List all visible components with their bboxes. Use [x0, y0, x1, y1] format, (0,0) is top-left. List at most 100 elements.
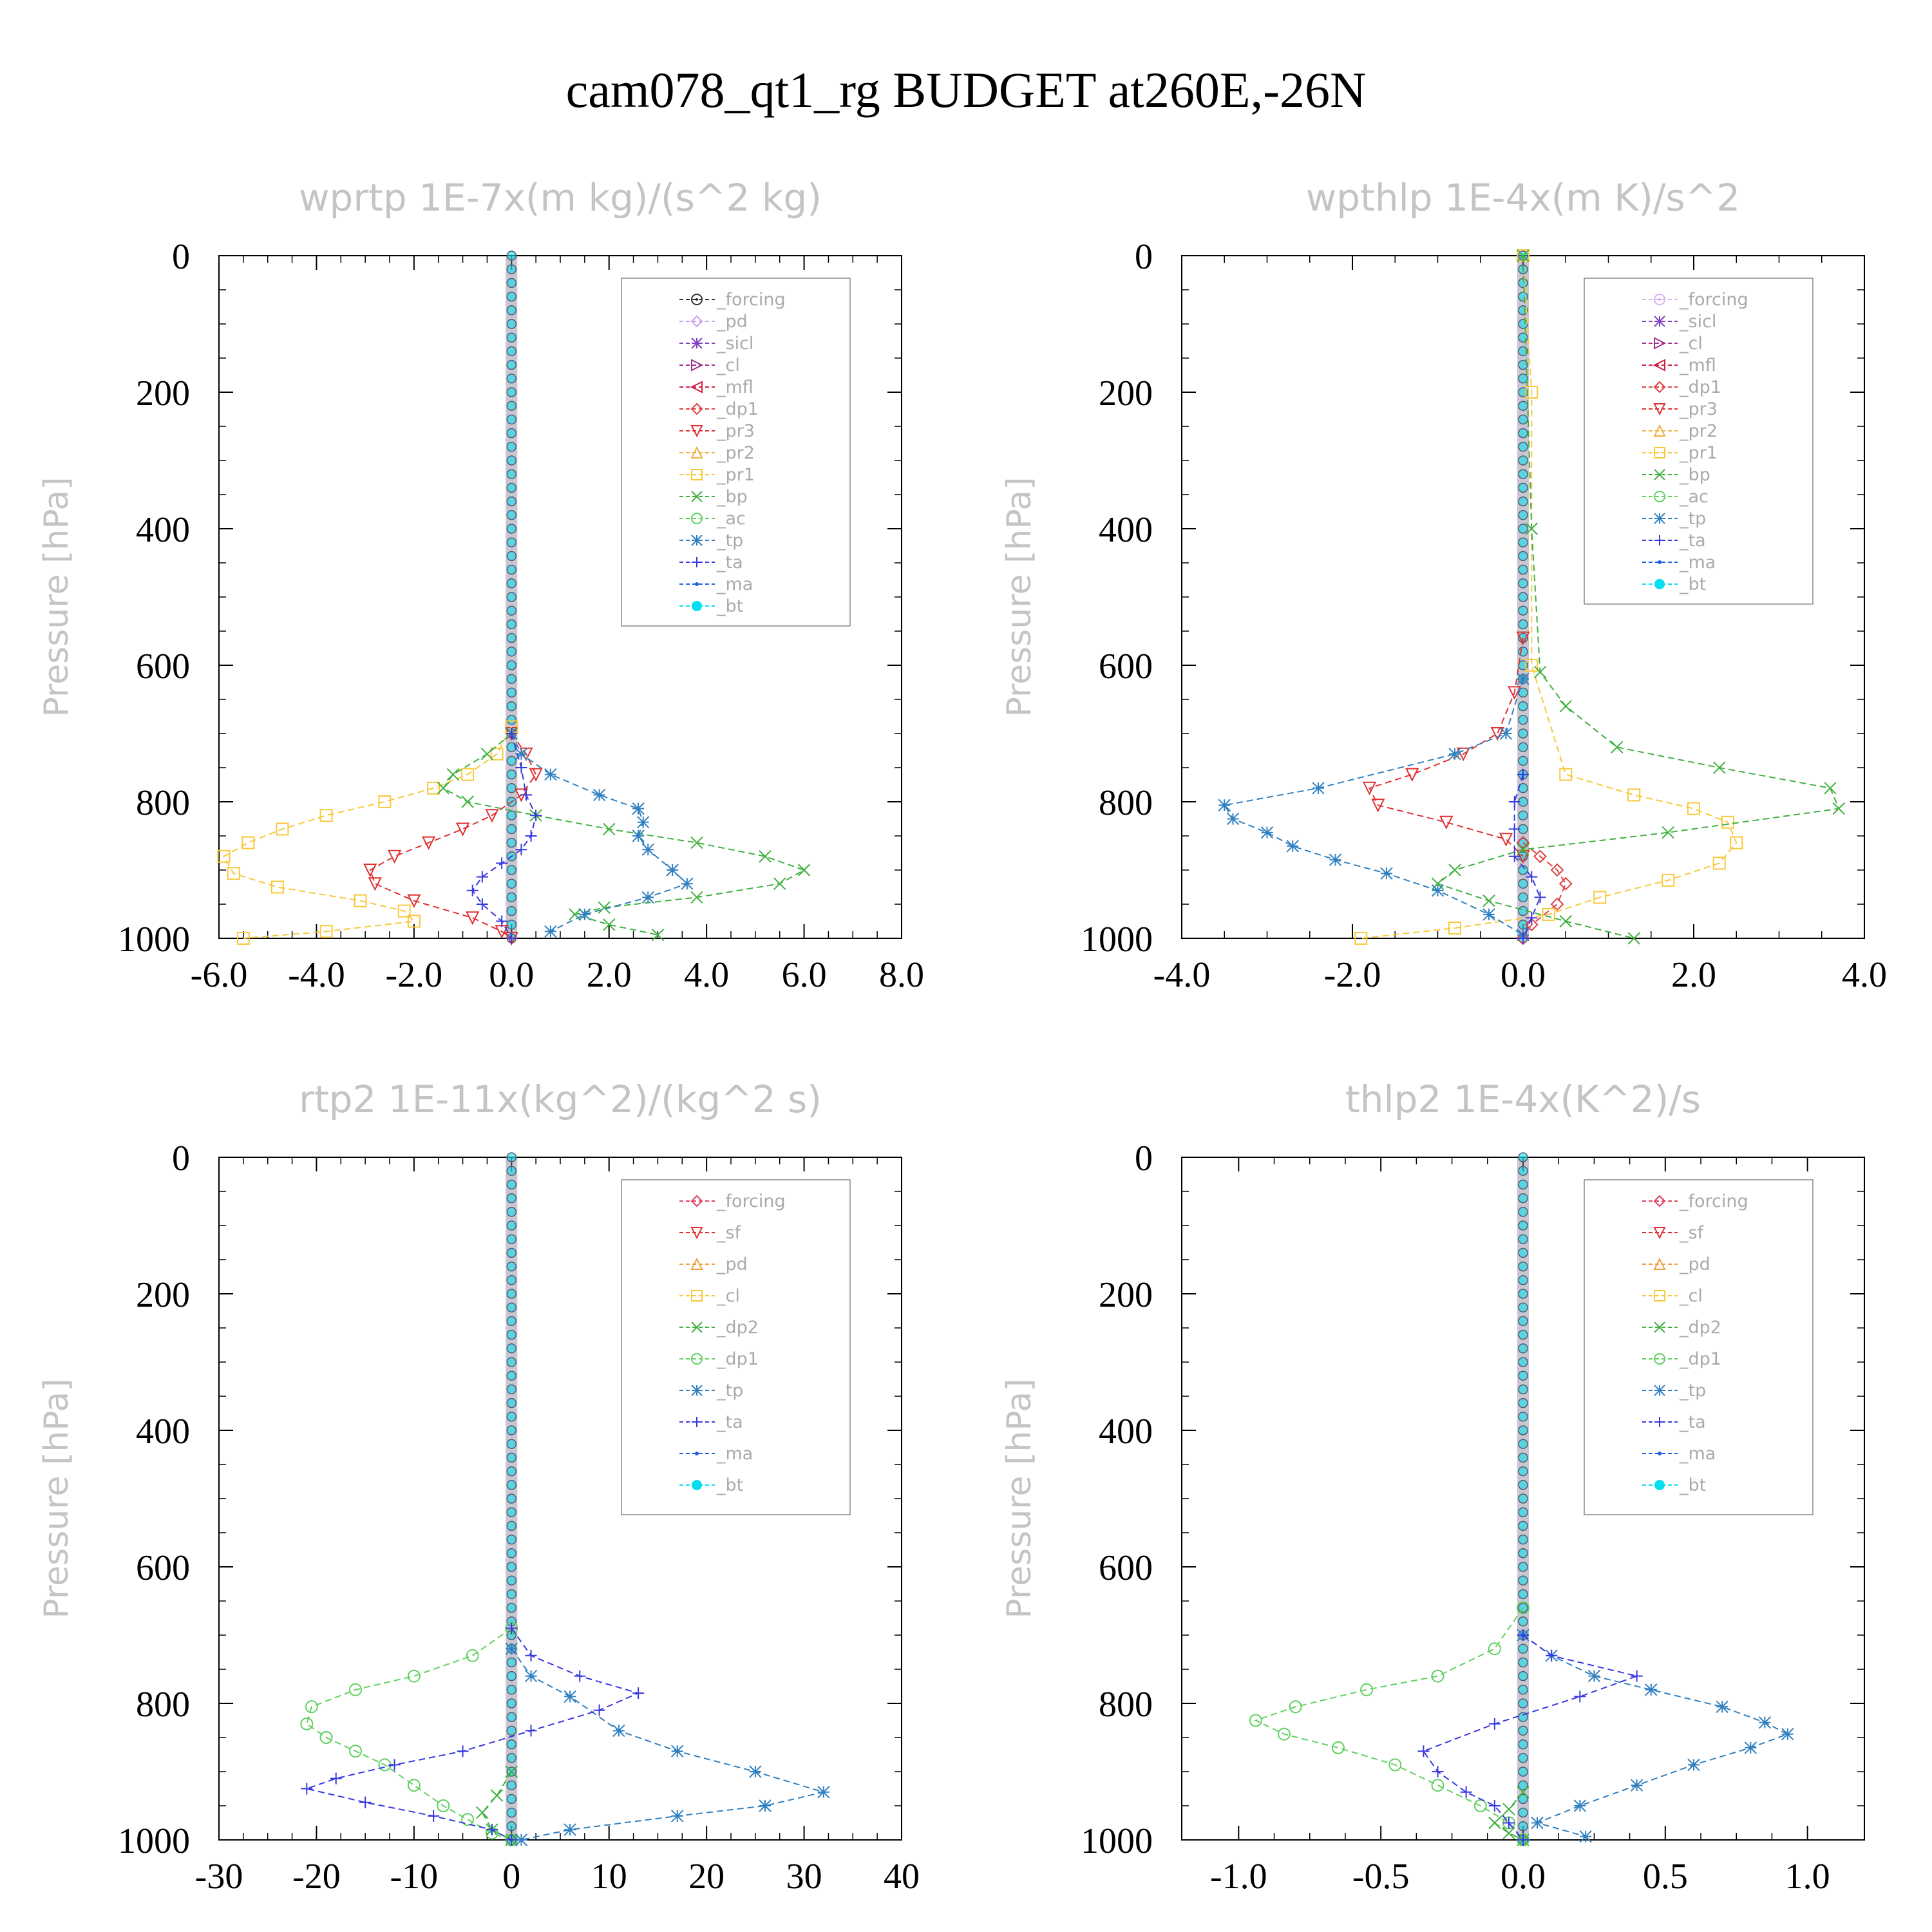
legend-item: _pr2 [1642, 421, 1718, 441]
data-point [569, 908, 582, 921]
legend-label: _pd [716, 1255, 748, 1274]
legend-item: _pd [679, 1255, 748, 1274]
data-point [641, 843, 654, 856]
legend-label: _ac [716, 509, 746, 529]
data-point [319, 925, 333, 938]
legend-label: _bt [1679, 574, 1706, 594]
data-point [592, 788, 606, 802]
y-tick-label: 200 [1099, 1275, 1153, 1315]
legend-item: _dp1 [679, 1349, 759, 1369]
data-point [1488, 1816, 1501, 1830]
data-point [520, 789, 532, 801]
legend-item: _pr1 [679, 465, 755, 485]
data-point [564, 1690, 576, 1703]
series-tp [505, 727, 694, 938]
data-point [1502, 1803, 1515, 1816]
data-point [506, 1834, 518, 1846]
series-line [304, 1627, 641, 1841]
y-tick-label: 600 [1099, 1548, 1153, 1588]
legend-label: _sf [1679, 1223, 1705, 1243]
data-point [1431, 1669, 1444, 1683]
legend-item: _bt [1642, 1475, 1706, 1495]
x-tick-label: 0 [502, 1857, 520, 1897]
y-axis-label: Pressure [hPa] [37, 1379, 76, 1619]
data-point [476, 1806, 489, 1819]
data-point [1542, 907, 1555, 921]
legend-label: _dp1 [716, 399, 759, 419]
legend-label: _forcing [1679, 290, 1748, 310]
data-point [1354, 932, 1368, 945]
legend-label: _ma [716, 1444, 753, 1464]
data-point [1524, 918, 1539, 932]
legend-item: _ac [679, 509, 746, 529]
legend-label: _sicl [716, 334, 753, 354]
data-point [530, 810, 542, 822]
data-point [1526, 912, 1538, 924]
legend-label: _pd [1679, 1255, 1710, 1274]
data-point [1312, 782, 1325, 795]
data-point [759, 850, 772, 863]
data-point [227, 867, 240, 880]
data-point [1546, 1649, 1558, 1662]
data-point [1687, 1758, 1700, 1772]
page-title: cam078_qt1_rg BUDGET at260E,-26N [565, 62, 1367, 118]
legend-item: _tp [1642, 1381, 1706, 1401]
x-tick-label: 8.0 [879, 955, 924, 995]
legend-item: _pr3 [679, 421, 755, 441]
legend-label: _cl [716, 1286, 740, 1306]
data-point [1508, 823, 1520, 835]
data-point [407, 1669, 421, 1683]
y-axis-label: Pressure [hPa] [1000, 1379, 1039, 1619]
legend-item: _mfl [1642, 355, 1716, 375]
data-point [1517, 843, 1530, 856]
y-tick-label: 400 [136, 510, 190, 550]
data-point [578, 908, 591, 921]
data-point [529, 768, 543, 782]
legend: _forcing _sf _pd _cl _dp2 _dp1 _tp _ta _ma _bt [621, 1179, 851, 1515]
x-tick-label: 20 [688, 1857, 724, 1897]
legend-label: _ta [716, 1412, 743, 1432]
data-point [1558, 876, 1573, 891]
data-point [1645, 1683, 1658, 1696]
data-point [359, 1796, 372, 1808]
data-point [1559, 768, 1573, 781]
data-point [1713, 761, 1726, 774]
legend-label: _cl [1679, 334, 1703, 354]
x-tick-label: 10 [591, 1857, 627, 1897]
series-line [369, 733, 537, 939]
data-point [525, 1649, 537, 1662]
data-point [632, 1687, 645, 1700]
data-point [1249, 1714, 1262, 1727]
data-point [319, 1731, 333, 1744]
legend-label: _dp1 [1679, 377, 1721, 397]
legend-item: _bt [679, 1475, 743, 1495]
legend-label: _pd [716, 312, 748, 332]
data-point [1362, 781, 1377, 796]
data-point [1499, 833, 1513, 847]
data-point [1517, 1601, 1530, 1615]
y-tick-label: 0 [1135, 1139, 1153, 1179]
legend-item: _dp1 [1642, 377, 1721, 397]
panel-title: wprtp 1E-7x(m kg)/(s^2 kg) [299, 176, 822, 220]
data-point [301, 1783, 313, 1795]
legend-item: _sicl [1642, 312, 1716, 332]
legend-label: _bp [1679, 465, 1710, 485]
data-point [387, 849, 402, 864]
legend-item: _pd [679, 312, 748, 332]
data-point [564, 1823, 576, 1836]
data-point [1526, 871, 1538, 883]
data-point [671, 1810, 684, 1823]
data-point [632, 802, 645, 815]
panel-title: thlp2 1E-4x(K^2)/s [1345, 1077, 1701, 1121]
legend-item: _sf [679, 1223, 742, 1243]
data-point [1662, 826, 1674, 839]
data-point [1329, 853, 1342, 866]
legend-item: _ma [679, 574, 753, 594]
legend-label: _ma [716, 574, 753, 594]
x-tick-label: -2.0 [386, 955, 443, 995]
y-tick-label: 600 [136, 1548, 190, 1588]
data-point [1559, 914, 1572, 928]
data-point [496, 915, 508, 927]
legend-label: _tp [1679, 1381, 1706, 1401]
y-tick-label: 400 [1099, 1412, 1153, 1452]
